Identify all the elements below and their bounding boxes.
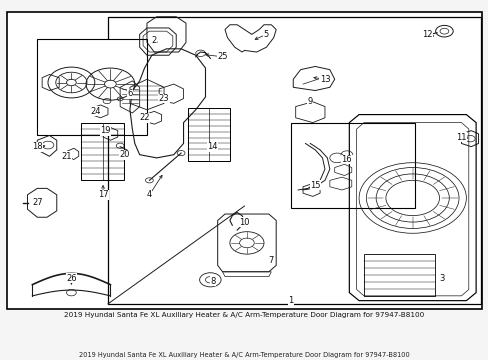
Bar (188, 108, 229, 161)
Text: 8: 8 (210, 277, 215, 286)
Text: 18: 18 (32, 142, 42, 151)
Text: 21: 21 (61, 152, 72, 161)
Text: 14: 14 (207, 142, 218, 151)
Bar (290, 123, 414, 208)
Text: 6: 6 (127, 89, 132, 98)
Text: 10: 10 (239, 217, 249, 226)
Text: 4: 4 (146, 190, 152, 199)
Text: 13: 13 (319, 75, 329, 84)
Text: 9: 9 (307, 97, 312, 106)
Text: 23: 23 (159, 94, 169, 103)
Text: 17: 17 (98, 190, 108, 199)
Text: 20: 20 (120, 150, 130, 159)
Bar (37, 39, 147, 135)
Text: 16: 16 (341, 155, 351, 164)
Bar (108, 17, 480, 304)
Bar (81, 123, 124, 180)
Text: 19: 19 (100, 126, 111, 135)
Text: 2019 Hyundai Santa Fe XL Auxiliary Heater & A/C Arm-Temperature Door Diagram for: 2019 Hyundai Santa Fe XL Auxiliary Heate… (79, 352, 409, 358)
Text: 2: 2 (151, 36, 157, 45)
Text: 5: 5 (264, 30, 268, 39)
Bar (363, 254, 434, 296)
Text: 24: 24 (90, 107, 101, 116)
Text: 1: 1 (287, 296, 293, 305)
Text: 11: 11 (455, 132, 466, 141)
Text: 12: 12 (421, 30, 432, 39)
Text: 7: 7 (268, 256, 273, 265)
Text: 15: 15 (309, 181, 320, 190)
Text: 25: 25 (217, 52, 227, 61)
Text: 2019 Hyundai Santa Fe XL Auxiliary Heater & A/C Arm-Temperature Door Diagram for: 2019 Hyundai Santa Fe XL Auxiliary Heate… (64, 312, 424, 318)
Text: 3: 3 (438, 274, 444, 283)
Text: 26: 26 (66, 274, 77, 283)
Text: 22: 22 (139, 113, 149, 122)
Text: 27: 27 (32, 198, 42, 207)
